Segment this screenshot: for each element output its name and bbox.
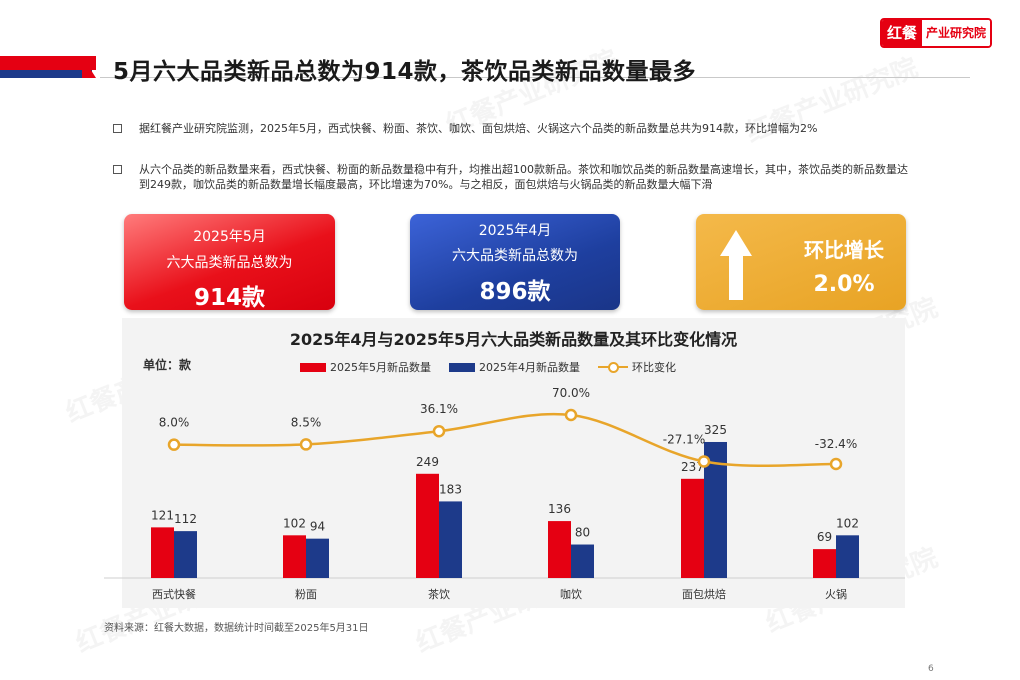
kpi-card-april: 2025年4月 六大品类新品总数为 896款 (410, 214, 620, 310)
bar-april-4 (704, 441, 727, 578)
kpi-card-date: 2025年5月 (193, 229, 266, 245)
bar-label-april-2: 183 (439, 482, 462, 496)
bar-label-may-2: 249 (416, 455, 439, 469)
kpi-card-may: 2025年5月 六大品类新品总数为 914款 (124, 214, 335, 311)
bullet-square-icon (113, 124, 122, 133)
legend-swatch-may (300, 362, 326, 372)
bar-april-2 (439, 501, 462, 578)
growth-point-3 (564, 408, 578, 422)
x-tick-label-1: 粉面 (295, 588, 317, 601)
logo-main-text: 红餐 (882, 20, 923, 46)
bar-label-april-5: 102 (836, 516, 859, 530)
header-stripe-wedge (82, 56, 96, 78)
bar-may-5 (813, 549, 836, 578)
growth-label-0: 8.0% (159, 416, 190, 430)
bar-april-3 (571, 544, 594, 578)
bar-april-0 (174, 531, 197, 578)
logo-sub-text: 产业研究院 (922, 20, 991, 46)
up-arrow-icon (720, 230, 752, 304)
bar-may-4 (681, 478, 704, 578)
header-divider (100, 77, 970, 78)
legend-item-growth: 环比变化 (598, 359, 676, 375)
growth-label-3: 70.0% (552, 386, 590, 400)
chart-panel (122, 318, 905, 608)
bar-label-april-4: 325 (704, 423, 727, 437)
growth-line (173, 412, 837, 468)
legend-label-growth: 环比变化 (632, 361, 676, 374)
header-blue-stripe (0, 70, 92, 78)
bar-label-may-1: 102 (283, 516, 306, 530)
kpi-growth-label: 环比增长 (804, 238, 884, 262)
kpi-card-value: 896款 (479, 279, 551, 305)
chart-unit-label: 单位：款 (143, 358, 192, 372)
kpi-card-caption: 六大品类新品总数为 (452, 248, 578, 264)
bullet-item: 据红餐产业研究院监测，2025年5月，西式快餐、粉面、茶饮、咖饮、面包烘焙、火锅… (113, 121, 923, 153)
kpi-card-growth: 环比增长 2.0% (696, 214, 906, 310)
kpi-growth-value: 2.0% (813, 272, 875, 297)
kpi-card-value: 914款 (193, 285, 265, 311)
kpi-card-caption: 六大品类新品总数为 (166, 255, 293, 271)
bar-may-0 (151, 527, 174, 578)
growth-point-1 (299, 438, 313, 451)
bullet-text: 据红餐产业研究院监测，2025年5月，西式快餐、粉面、茶饮、咖饮、面包烘焙、火锅… (139, 122, 818, 135)
bar-label-april-1: 94 (310, 520, 325, 534)
bar-may-1 (283, 535, 306, 578)
bar-label-april-0: 112 (174, 512, 197, 526)
source-note: 资料来源：红餐大数据，数据统计时间截至2025年5月31日 (104, 623, 369, 634)
bar-label-may-0: 121 (151, 508, 174, 522)
bar-label-april-3: 80 (575, 526, 590, 540)
growth-label-2: 36.1% (420, 402, 458, 416)
x-tick-label-3: 咖饮 (560, 587, 582, 601)
growth-point-4 (697, 455, 711, 468)
bullet-item: 从六个品类的新品数量来看，西式快餐、粉面的新品数量稳中有升，均推出超100款新品… (113, 162, 923, 210)
growth-point-2 (432, 424, 446, 438)
kpi-card-date: 2025年4月 (478, 223, 552, 239)
growth-label-1: 8.5% (291, 415, 322, 429)
x-tick-label-0: 西式快餐 (152, 587, 196, 601)
page-number: 6 (928, 664, 934, 674)
x-tick-label-2: 茶饮 (428, 588, 450, 601)
legend-label-may: 2025年5月新品数量 (330, 361, 431, 374)
bar-april-5 (836, 535, 859, 578)
growth-label-5: -32.4% (815, 437, 857, 451)
x-tick-label-5: 火锅 (825, 588, 847, 601)
page-title: 5月六大品类新品总数为914款，茶饮品类新品数量最多 (113, 59, 697, 85)
bullet-text: 从六个品类的新品数量来看，西式快餐、粉面的新品数量稳中有升，均推出超100款新品… (139, 163, 908, 191)
legend-label-april: 2025年4月新品数量 (479, 361, 580, 374)
bullet-square-icon (113, 165, 122, 174)
legend-swatch-growth (598, 361, 628, 373)
x-tick-label-4: 面包烘焙 (682, 587, 726, 601)
growth-point-5 (829, 457, 843, 471)
bar-april-1 (306, 538, 329, 578)
header-red-stripe (0, 56, 96, 70)
growth-label-4: -27.1% (663, 432, 705, 446)
legend-item-may: 2025年5月新品数量 (300, 359, 431, 375)
legend-item-april: 2025年4月新品数量 (449, 359, 580, 375)
bar-may-2 (416, 473, 439, 578)
brand-logo: 红餐 产业研究院 (880, 18, 993, 48)
bar-label-may-5: 69 (817, 530, 832, 544)
legend-swatch-april (449, 362, 475, 372)
bar-label-may-3: 136 (548, 502, 571, 516)
chart-title: 2025年4月与2025年5月六大品类新品数量及其环比变化情况 (289, 330, 738, 349)
bar-may-3 (548, 521, 571, 578)
chart-legend: 2025年5月新品数量 2025年4月新品数量 环比变化 (300, 359, 694, 375)
growth-point-0 (167, 438, 181, 451)
